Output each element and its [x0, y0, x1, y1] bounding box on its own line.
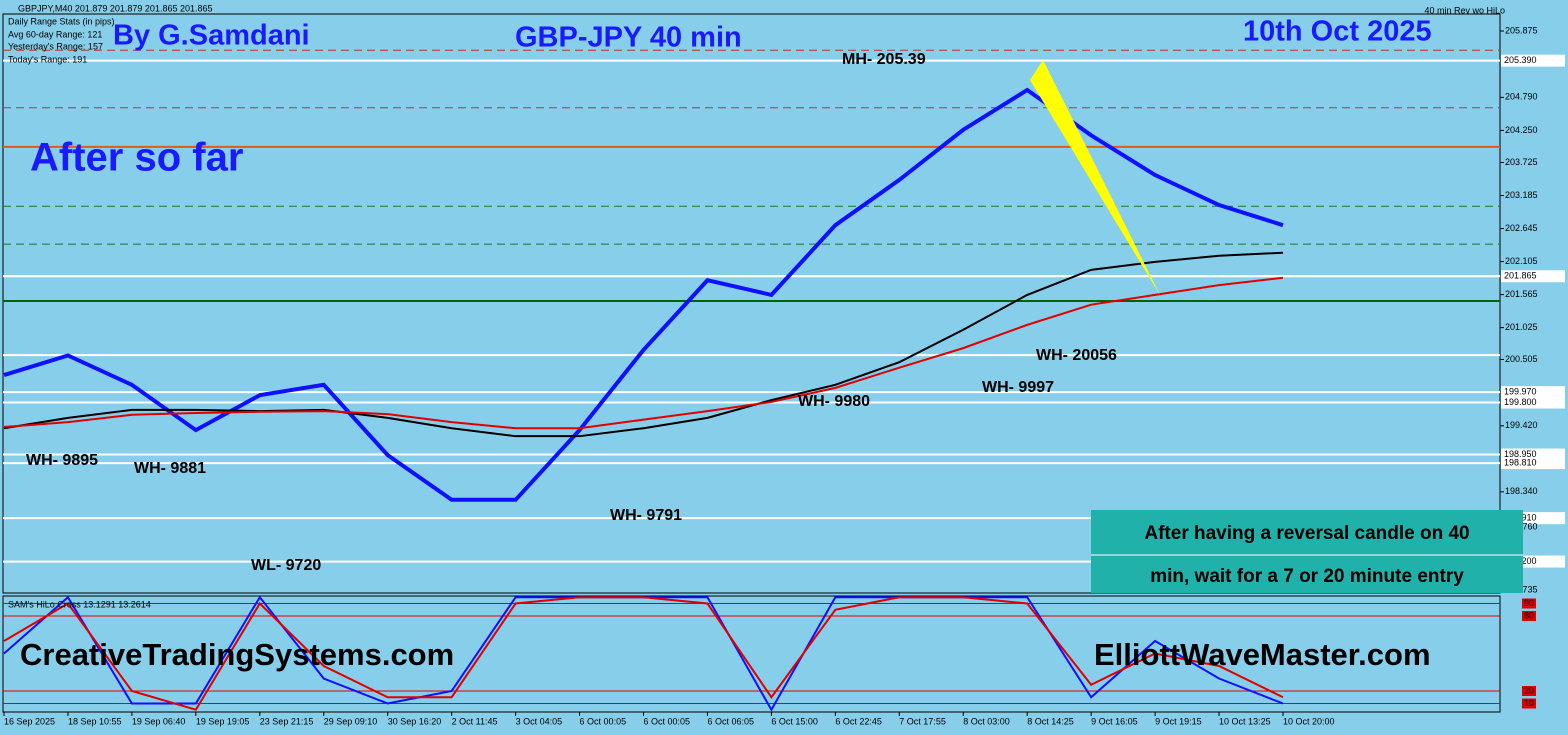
y-tick-label: 199.420 [1505, 420, 1538, 430]
wh-label: WH- 9895 [26, 452, 98, 469]
level-box [1501, 457, 1565, 470]
wave-triangle [1030, 60, 1160, 295]
x-tick-label: 6 Oct 00:05 [580, 716, 627, 726]
series-line [3, 251, 1284, 438]
y-tick-label: 204.790 [1505, 92, 1538, 102]
y-tick-label: 203.725 [1505, 157, 1538, 167]
x-tick-label: 10 Oct 13:25 [1219, 716, 1271, 726]
x-tick-label: 6 Oct 00:05 [644, 716, 691, 726]
y-tick-label: 200.505 [1505, 354, 1538, 364]
level-label: 199.800 [1504, 397, 1537, 407]
level-label: 201.865 [1504, 271, 1537, 281]
tick-box [1522, 698, 1536, 709]
x-tick-label: 16 Sep 2025 [4, 716, 55, 726]
x-tick-label: 19 Sep 06:40 [132, 716, 186, 726]
note-text: After having a reversal candle on 40 [1144, 523, 1469, 544]
x-tick-label: 6 Oct 15:00 [771, 716, 818, 726]
y-tick-label: 202.645 [1505, 223, 1538, 233]
author: By G.Samdani [113, 20, 310, 52]
x-tick-label: 23 Sep 21:15 [260, 716, 314, 726]
x-tick-label: 30 Sep 16:20 [388, 716, 442, 726]
y-tick-label: 198.340 [1505, 486, 1538, 496]
level-box [1501, 54, 1565, 67]
y-tick-label: 203.185 [1505, 190, 1538, 200]
wh-label: WH- 9980 [798, 393, 870, 410]
y-tick-label: 90 [1524, 598, 1534, 608]
today-range: Today's Range: 191 [8, 54, 87, 64]
series-line [3, 276, 1284, 430]
y-tick-label: 201.565 [1505, 289, 1538, 299]
wl-label: WL- 9720 [251, 557, 321, 574]
symbol-info: GBPJPY,M40 201.879 201.879 201.865 201.8… [18, 3, 213, 13]
y-tick-label: 204.250 [1505, 125, 1538, 135]
tick-box [1522, 611, 1536, 621]
level-box [1501, 396, 1565, 409]
level-label: 205.390 [1504, 55, 1537, 65]
x-tick-label: 3 Oct 04:05 [516, 716, 563, 726]
stats-title: Daily Range Stats (in pips) [8, 16, 115, 26]
level-label: 198.810 [1504, 457, 1537, 467]
x-tick-label: 6 Oct 06:05 [707, 716, 754, 726]
avg-range: Avg 60-day Range: 121 [8, 29, 102, 39]
note-text: min, wait for a 7 or 20 minute entry [1150, 566, 1464, 587]
y-tick-label: 80 [1524, 610, 1534, 620]
y-tick-label: 202.105 [1505, 256, 1538, 266]
oscillator-title: SAM's HiLo Cross 13.1291 13.2614 [8, 599, 151, 609]
x-tick-label: 9 Oct 19:15 [1155, 716, 1202, 726]
y-tick-label: 205.875 [1505, 25, 1538, 35]
site: ElliottWaveMaster.com [1094, 637, 1431, 672]
oscillator-panel [2, 595, 1501, 713]
note-box [1091, 510, 1523, 593]
main-panel [2, 13, 1501, 594]
level-label: 199.970 [1504, 387, 1537, 397]
wh-label: WH- 9791 [610, 507, 682, 524]
y-tick-label: 201.025 [1505, 322, 1538, 332]
x-tick-label: 8 Oct 14:25 [1027, 716, 1074, 726]
wh-label: WH- 9881 [134, 460, 206, 477]
x-tick-label: 18 Sep 10:55 [68, 716, 122, 726]
pair-title: GBP-JPY 40 min [515, 22, 742, 54]
wh-label: WH- 9997 [982, 379, 1054, 396]
x-tick-label: 2 Oct 11:45 [452, 716, 498, 726]
x-tick-label: 10 Oct 20:00 [1283, 716, 1335, 726]
indicator-name: 40 min Rev wo HiLo [1424, 5, 1505, 15]
y-tick-label: 20 [1524, 685, 1534, 695]
yesterday-range: Yesterday's Range: 157 [8, 41, 103, 51]
x-tick-label: 6 Oct 22:45 [835, 716, 882, 726]
level-box [1501, 386, 1565, 399]
status: After so far [30, 136, 243, 180]
tick-box [1522, 598, 1536, 609]
x-tick-label: 7 Oct 17:55 [899, 716, 946, 726]
x-tick-label: 29 Sep 09:10 [324, 716, 378, 726]
mh-label: MH- 205.39 [842, 51, 926, 68]
y-tick-label: 10 [1524, 698, 1534, 708]
tick-box [1522, 686, 1536, 696]
x-tick-label: 8 Oct 03:00 [963, 716, 1010, 726]
level-label: 198.950 [1504, 449, 1537, 459]
site: CreativeTradingSystems.com [20, 637, 454, 672]
date: 10th Oct 2025 [1243, 16, 1432, 48]
level-box [1501, 270, 1565, 283]
series-line [3, 596, 1284, 711]
wh-label: WH- 20056 [1036, 347, 1117, 364]
x-tick-label: 9 Oct 16:05 [1091, 716, 1138, 726]
x-tick-label: 19 Sep 19:05 [196, 716, 250, 726]
